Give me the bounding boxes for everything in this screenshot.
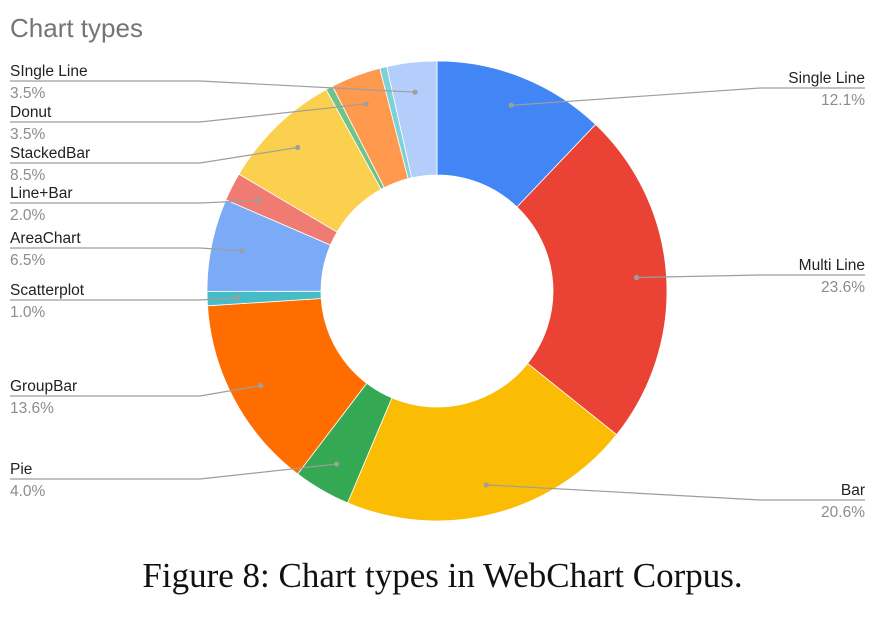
leader-line-bar — [486, 484, 865, 501]
slice-label-multi-line: Multi Line — [799, 257, 865, 274]
slice-label-scatterplot: Scatterplot — [10, 282, 85, 299]
slice-percent-scatterplot: 1.0% — [10, 304, 46, 321]
slice-percent-bar: 20.6% — [821, 504, 865, 521]
leader-dot-stackedbar — [295, 144, 301, 151]
leader-dot-line-bar — [256, 197, 262, 203]
slice-label-bar: Bar — [841, 482, 865, 499]
leader-lines-group — [10, 80, 865, 501]
leader-line-pie — [10, 463, 337, 480]
leader-dot-areachart — [238, 248, 244, 254]
slice-label-stackedbar: StackedBar — [10, 145, 90, 162]
leader-dot-scatterplot — [234, 295, 240, 301]
slices-group — [206, 60, 668, 522]
leader-dot-bar — [483, 482, 489, 488]
leader-line-single-line — [511, 87, 865, 106]
slice-percent-pie: 4.0% — [10, 483, 46, 500]
chart-title: Chart types — [10, 13, 143, 43]
slice-single-line — [386, 60, 438, 179]
slice-label-pie: Pie — [10, 461, 32, 478]
slice-percent-single-line: 3.5% — [10, 85, 46, 102]
leader-dot-pie — [334, 461, 340, 467]
slice-percent-single-line: 12.1% — [821, 92, 865, 109]
slice-percent-multi-line: 23.6% — [821, 279, 865, 296]
leader-dot-groupbar — [258, 382, 264, 389]
slice-percent-groupbar: 13.6% — [10, 400, 54, 417]
slice-label-line-bar: Line+Bar — [10, 185, 72, 202]
slice-label-single-line: SIngle Line — [10, 63, 88, 80]
figure-caption: Figure 8: Chart types in WebChart Corpus… — [142, 556, 743, 595]
slice-percent-line-bar: 2.0% — [10, 207, 46, 224]
slice-label-groupbar: GroupBar — [10, 378, 77, 395]
leader-dot-single-line — [508, 102, 514, 108]
leader-dot-single-line — [412, 89, 418, 95]
leader-line-areachart — [10, 247, 242, 252]
slice-multi-line — [516, 123, 668, 436]
leader-line-multi-line — [636, 274, 865, 279]
labels-group: Single Line 12.1% Multi Line 23.6% Bar 20.6% P… — [10, 63, 865, 521]
slice-percent-stackedbar: 8.5% — [10, 167, 46, 184]
slice-percent-areachart: 6.5% — [10, 252, 46, 269]
leader-line-line-bar — [10, 199, 259, 204]
leader-dot-donut — [363, 101, 369, 107]
slice-label-donut: Donut — [10, 104, 52, 121]
leader-line-stackedbar — [10, 146, 298, 164]
slice-percent-donut: 3.5% — [10, 126, 46, 143]
leader-dot-multi-line — [633, 274, 640, 281]
leader-line-groupbar — [10, 384, 261, 397]
slice-label-single-line: Single Line — [788, 70, 865, 87]
slice-bar — [347, 362, 618, 522]
leader-line-single-line — [10, 80, 416, 93]
leader-line-donut — [10, 103, 367, 123]
leader-line-scatterplot — [10, 297, 238, 301]
slice-label-areachart: AreaChart — [10, 230, 81, 247]
